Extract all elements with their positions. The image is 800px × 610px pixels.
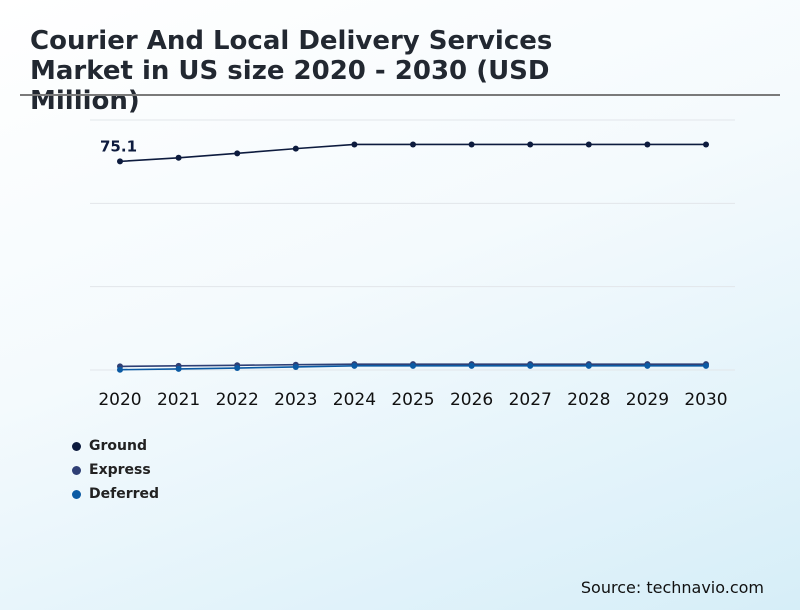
chart-title: Courier And Local Delivery Services Mark… [30, 26, 553, 116]
legend-marker [72, 489, 81, 499]
data-point-deferred [234, 365, 241, 372]
data-point-deferred [175, 365, 182, 372]
data-point-ground [292, 145, 299, 152]
data-point-ground [410, 141, 416, 148]
legend-item-ground: Ground [72, 434, 159, 458]
title-divider [20, 94, 780, 96]
data-point-deferred [468, 362, 475, 369]
x-tick-label: 2021 [157, 390, 200, 410]
data-point-deferred [292, 363, 299, 370]
data-point-deferred [527, 362, 534, 369]
data-label: 75.1 [100, 137, 137, 155]
legend-marker [72, 465, 81, 475]
legend-item-deferred: Deferred [72, 482, 159, 506]
data-point-deferred [117, 366, 123, 373]
data-point-ground [703, 141, 709, 148]
data-point-ground [117, 158, 123, 165]
data-point-ground [644, 141, 651, 148]
legend-label: Deferred [89, 486, 160, 502]
data-point-ground [175, 154, 182, 161]
x-tick-label: 2028 [567, 390, 610, 410]
x-tick-label: 2029 [626, 390, 669, 410]
legend-label: Ground [89, 438, 147, 454]
x-tick-label: 2026 [450, 390, 493, 410]
data-point-ground [468, 141, 475, 148]
data-point-ground [351, 141, 358, 148]
data-point-ground [585, 141, 592, 148]
data-point-deferred [585, 362, 592, 369]
data-point-deferred [644, 362, 651, 369]
x-tick-label: 2022 [216, 390, 259, 410]
data-point-deferred [410, 362, 416, 369]
x-tick-label: 2020 [98, 390, 141, 410]
source-label: Source: technavio.com [580, 578, 764, 597]
x-tick-label: 2030 [684, 390, 727, 410]
data-point-ground [527, 141, 534, 148]
x-tick-label: 2027 [509, 390, 552, 410]
legend-marker [72, 441, 81, 451]
legend: Ground Express Deferred [72, 434, 159, 506]
data-point-deferred [703, 362, 709, 369]
data-point-deferred [351, 362, 358, 369]
x-tick-label: 2023 [274, 390, 317, 410]
x-tick-label: 2025 [391, 390, 434, 410]
data-point-ground [234, 150, 241, 157]
x-tick-label: 2024 [333, 390, 376, 410]
legend-item-express: Express [72, 458, 159, 482]
legend-label: Express [89, 462, 151, 478]
